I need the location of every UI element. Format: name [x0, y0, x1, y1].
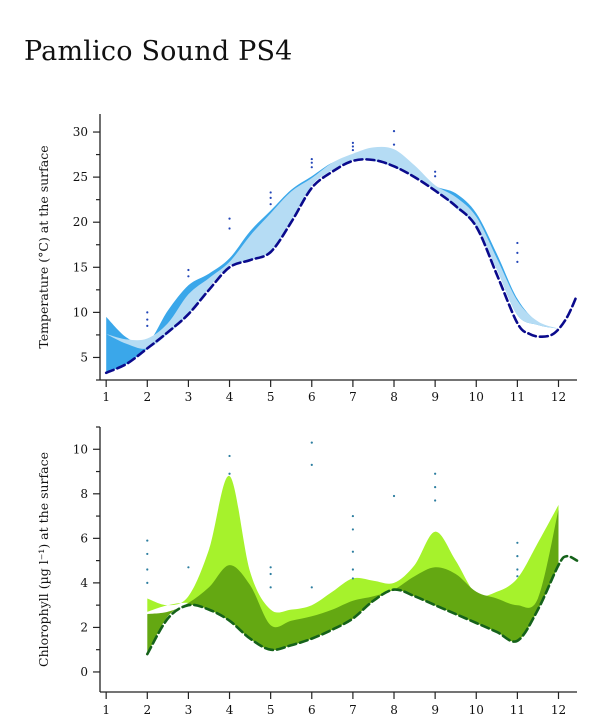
- data-point: [392, 494, 396, 498]
- data-point: [269, 586, 272, 589]
- data-point: [392, 130, 396, 133]
- data-point: [351, 514, 354, 518]
- data-point: [351, 141, 354, 144]
- x-tick-label: 10: [469, 390, 484, 404]
- y-tick-label: 2: [80, 620, 88, 634]
- data-point: [310, 441, 313, 444]
- data-point: [351, 145, 354, 148]
- chart-title: Pamlico Sound PS4: [24, 36, 293, 67]
- data-point: [228, 217, 231, 220]
- data-point: [228, 472, 231, 475]
- data-point: [269, 191, 272, 194]
- y-tick-label: 8: [80, 487, 88, 501]
- x-tick-label: 4: [226, 390, 234, 404]
- x-tick-label: 8: [390, 390, 398, 404]
- x-tick-label: 2: [143, 703, 151, 717]
- x-tick-label: 9: [431, 390, 439, 404]
- y-tick-label: 5: [80, 350, 88, 364]
- x-tick-label: 6: [308, 703, 316, 717]
- data-point: [351, 148, 354, 152]
- y-tick-label: 25: [73, 170, 88, 184]
- y-tick-label: 10: [73, 442, 88, 456]
- y-tick-label: 15: [73, 260, 88, 274]
- data-point: [146, 552, 149, 556]
- x-tick-label: 10: [469, 703, 484, 717]
- y-tick-label: 20: [73, 215, 88, 229]
- data-point: [310, 161, 313, 164]
- data-point: [146, 568, 149, 571]
- dashed-line: [146, 554, 579, 656]
- data-point: [310, 463, 313, 466]
- data-point: [351, 550, 354, 553]
- x-tick-label: 7: [349, 703, 357, 717]
- x-tick-label: 9: [431, 703, 439, 717]
- x-tick-label: 1: [102, 703, 110, 717]
- x-tick-label: 11: [510, 703, 525, 717]
- data-point: [392, 143, 396, 146]
- data-point: [146, 311, 149, 314]
- x-tick-label: 5: [267, 703, 275, 717]
- data-point: [516, 241, 519, 245]
- data-point: [269, 566, 272, 569]
- y-tick-label: 10: [73, 305, 88, 319]
- data-point: [146, 581, 149, 584]
- x-tick-label: 4: [226, 703, 234, 717]
- y-tick-label: 0: [80, 665, 88, 679]
- x-tick-label: 6: [308, 390, 316, 404]
- data-point: [269, 203, 272, 206]
- data-point: [310, 166, 313, 169]
- x-tick-label: 3: [185, 390, 193, 404]
- x-tick-label: 11: [510, 390, 525, 404]
- x-tick-label: 1: [102, 390, 110, 404]
- data-point: [351, 577, 354, 580]
- x-tick-label: 12: [551, 390, 566, 404]
- data-point: [516, 575, 519, 578]
- data-point: [146, 539, 149, 542]
- area-band-dark: [147, 509, 559, 655]
- data-point: [187, 268, 190, 272]
- data-point: [269, 572, 272, 576]
- data-point: [351, 568, 354, 571]
- data-point: [434, 175, 437, 178]
- data-point: [434, 486, 437, 489]
- data-point: [187, 566, 190, 569]
- y-tick-label: 30: [73, 125, 88, 139]
- y-tick-label: 6: [80, 531, 88, 545]
- x-tick-label: 8: [390, 703, 398, 717]
- x-tick-label: 3: [185, 703, 193, 717]
- data-point: [228, 227, 231, 230]
- data-point: [516, 555, 519, 558]
- data-point: [228, 454, 231, 458]
- data-point: [146, 318, 149, 321]
- data-point: [434, 499, 437, 502]
- area-band-light: [106, 146, 559, 349]
- y-tick-label: 4: [80, 576, 88, 590]
- x-tick-label: 5: [267, 390, 275, 404]
- x-tick-label: 12: [551, 703, 566, 717]
- data-point: [146, 324, 149, 327]
- y-axis-label: Temperature (°C) at the surface: [36, 145, 51, 348]
- data-point: [187, 275, 190, 278]
- x-tick-label: 7: [349, 390, 357, 404]
- data-point: [269, 196, 272, 199]
- data-point: [351, 528, 354, 531]
- data-point: [310, 586, 313, 589]
- data-point: [434, 170, 437, 173]
- data-point: [516, 541, 519, 544]
- data-point: [516, 251, 519, 254]
- data-point: [310, 157, 313, 161]
- x-tick-label: 2: [143, 390, 151, 404]
- y-axis-label: Chlorophyll (µg l⁻¹) at the surface: [36, 452, 51, 667]
- data-point: [516, 260, 519, 263]
- dashed-line: [104, 158, 579, 375]
- data-point: [434, 472, 437, 475]
- data-point: [516, 568, 519, 571]
